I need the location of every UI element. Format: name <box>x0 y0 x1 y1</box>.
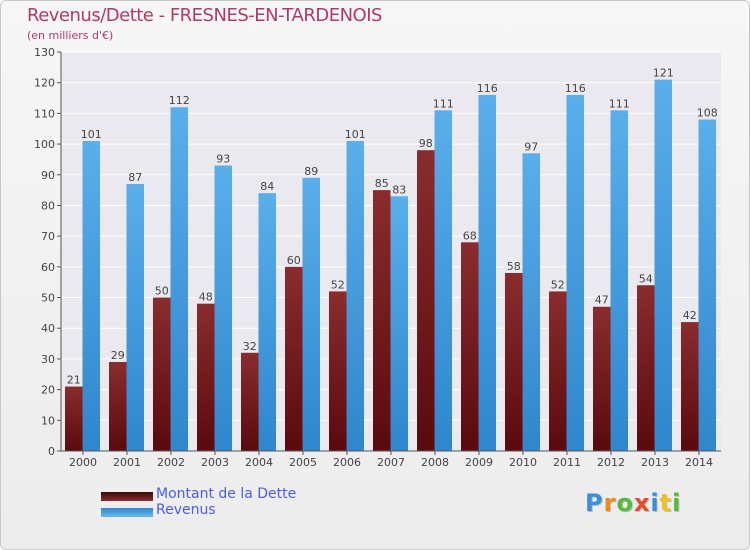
bar-debt <box>461 242 479 451</box>
data-label-revenus: 116 <box>477 82 498 95</box>
bar-revenus <box>522 153 540 452</box>
bar-debt <box>681 322 699 451</box>
y-tick-label: 120 <box>34 77 55 90</box>
bar-debt <box>285 266 303 451</box>
x-tick-label: 2013 <box>641 456 669 469</box>
legend-swatch-revenus <box>101 508 153 517</box>
bar-revenus <box>126 183 144 451</box>
data-label-debt: 52 <box>551 278 565 291</box>
x-tick-label: 2000 <box>69 456 97 469</box>
data-label-revenus: 111 <box>433 97 454 110</box>
data-label-revenus: 101 <box>81 128 102 141</box>
y-tick-label: 40 <box>41 322 55 335</box>
bar-debt <box>109 361 127 451</box>
data-label-revenus: 87 <box>128 171 142 184</box>
x-tick-label: 2004 <box>245 456 273 469</box>
bar-debt <box>505 272 523 451</box>
data-label-revenus: 101 <box>345 128 366 141</box>
bar-debt <box>329 291 347 451</box>
bar-revenus <box>346 141 364 451</box>
data-label-revenus: 93 <box>216 153 230 166</box>
x-tick-label: 2002 <box>157 456 185 469</box>
x-tick-label: 2011 <box>553 456 581 469</box>
bar-debt <box>197 303 215 451</box>
x-tick-label: 2008 <box>421 456 449 469</box>
bar-debt <box>153 297 171 451</box>
bar-revenus <box>82 141 100 451</box>
bar-debt <box>417 150 435 451</box>
x-tick-label: 2001 <box>113 456 141 469</box>
data-label-revenus: 121 <box>653 67 674 80</box>
y-tick-label: 30 <box>41 353 55 366</box>
bar-revenus <box>698 119 716 452</box>
data-label-debt: 29 <box>111 349 125 362</box>
y-tick-label: 20 <box>41 384 55 397</box>
x-tick-label: 2005 <box>289 456 317 469</box>
bar-debt <box>593 306 611 451</box>
legend-label-revenus: Revenus <box>156 502 216 518</box>
bar-revenus <box>566 94 584 451</box>
y-tick-label: 0 <box>48 445 55 458</box>
x-tick-label: 2006 <box>333 456 361 469</box>
data-label-revenus: 83 <box>392 183 406 196</box>
y-tick-label: 50 <box>41 292 55 305</box>
bar-debt <box>549 291 567 451</box>
data-label-debt: 47 <box>595 294 609 307</box>
bar-debt <box>65 386 83 451</box>
y-tick-label: 70 <box>41 230 55 243</box>
data-label-debt: 68 <box>463 229 477 242</box>
x-tick-label: 2003 <box>201 456 229 469</box>
bar-revenus <box>654 79 672 451</box>
bar-revenus <box>214 165 232 452</box>
bar-revenus <box>610 110 628 452</box>
y-tick-label: 110 <box>34 107 55 120</box>
legend-label-debt: Montant de la Dette <box>156 486 297 502</box>
bar-revenus <box>258 193 276 451</box>
data-label-debt: 52 <box>331 278 345 291</box>
y-tick-label: 90 <box>41 169 55 182</box>
data-label-revenus: 111 <box>609 97 630 110</box>
data-label-debt: 54 <box>639 272 653 285</box>
bar-debt <box>373 190 391 451</box>
data-label-revenus: 112 <box>169 94 190 107</box>
data-label-debt: 85 <box>375 177 389 190</box>
y-tick-label: 10 <box>41 414 55 427</box>
data-label-debt: 32 <box>243 340 257 353</box>
data-label-debt: 58 <box>507 260 521 273</box>
data-label-revenus: 97 <box>524 140 538 153</box>
y-tick-label: 80 <box>41 199 55 212</box>
data-label-revenus: 108 <box>697 107 718 120</box>
bar-revenus <box>434 110 452 452</box>
data-label-debt: 60 <box>287 254 301 267</box>
bar-revenus <box>302 177 320 452</box>
y-tick-label: 100 <box>34 138 55 151</box>
bar-revenus <box>478 94 496 451</box>
x-tick-label: 2014 <box>685 456 713 469</box>
bar-revenus <box>390 196 408 451</box>
proxiti-logo: Proxiti <box>585 489 682 517</box>
x-tick-label: 2010 <box>509 456 537 469</box>
data-label-revenus: 116 <box>565 82 586 95</box>
data-label-revenus: 89 <box>304 165 318 178</box>
chart-subtitle: (en milliers d'€) <box>27 29 114 42</box>
legend-swatch-debt <box>101 492 153 501</box>
data-label-debt: 48 <box>199 291 213 304</box>
x-tick-label: 2012 <box>597 456 625 469</box>
chart-title: Revenus/Dette - FRESNES-EN-TARDENOIS <box>27 5 382 26</box>
data-label-revenus: 84 <box>260 180 274 193</box>
x-tick-label: 2009 <box>465 456 493 469</box>
bar-debt <box>637 285 655 451</box>
data-label-debt: 42 <box>683 309 697 322</box>
bar-debt <box>241 352 259 451</box>
data-label-debt: 50 <box>155 285 169 298</box>
data-label-debt: 98 <box>419 137 433 150</box>
y-tick-label: 130 <box>34 46 55 59</box>
x-tick-label: 2007 <box>377 456 405 469</box>
bar-revenus <box>170 107 188 451</box>
data-label-debt: 21 <box>67 374 81 387</box>
y-tick-label: 60 <box>41 261 55 274</box>
